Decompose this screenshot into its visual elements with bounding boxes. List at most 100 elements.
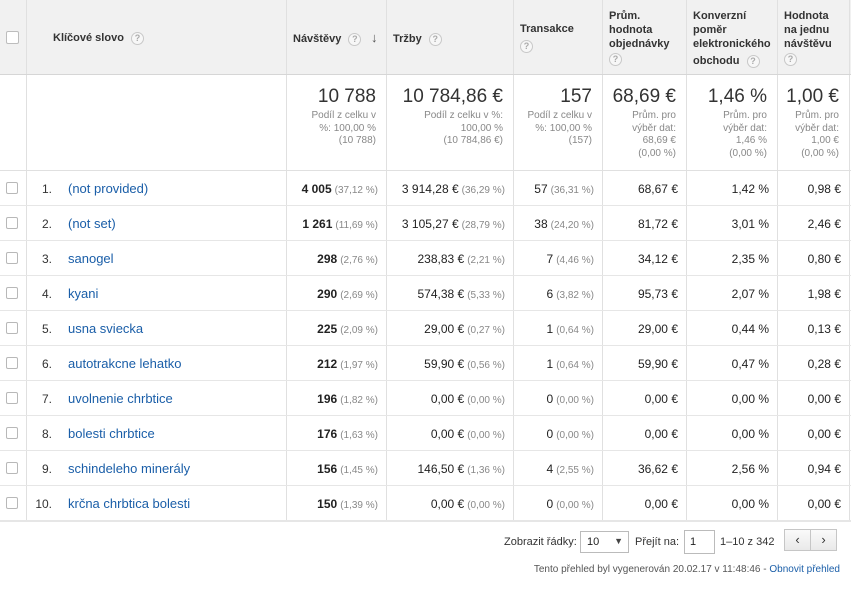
total-sub-line: Prům. pro (632, 110, 676, 121)
total-visits-sub: Podíl z celku v %: 100,00 % (10 788) (312, 110, 376, 148)
total-conversion-rate: 1,46 % Prům. pro výběr dat: 1,46 % (0,00… (687, 75, 777, 170)
table-row[interactable]: 1. (not provided) 4 005 (37,12 %) 3 914,2… (0, 171, 851, 206)
table-row[interactable]: 6. autotrakcne lehatko 212 (1,97 %) 59,90… (0, 346, 851, 381)
col-conversion-rate[interactable]: Konverzní poměr elektronického obchodu ? (693, 9, 771, 68)
row-checkbox[interactable] (6, 322, 18, 334)
table-row[interactable]: 8. bolesti chrbtice 176 (1,63 %) 0,00 € (0… (0, 416, 851, 451)
col-vpv-label-line: na jednu (784, 24, 830, 36)
keyword-link[interactable]: usna sviecka (68, 321, 144, 336)
row-checkbox[interactable] (6, 427, 18, 439)
refresh-report-link[interactable]: Obnovit přehled (769, 564, 840, 575)
transactions-value: 57 (534, 182, 548, 196)
col-cr-label-line: poměr (693, 24, 727, 36)
revenue-pct: (0,00 %) (467, 395, 505, 406)
totals-row: 10 788 Podíl z celku v %: 100,00 % (10 7… (0, 75, 851, 171)
keyword-link[interactable]: schindeleho minerály (68, 461, 191, 476)
cell-avg-order-value: 68,67 € (603, 171, 686, 205)
cell-avg-order-value: 34,12 € (603, 241, 686, 275)
aov-value: 0,00 € (644, 392, 678, 406)
row-checkbox[interactable] (6, 182, 18, 194)
help-icon[interactable]: ? (609, 53, 622, 66)
col-transactions[interactable]: Transakce ? (520, 22, 574, 53)
visits-value: 290 (317, 287, 338, 301)
keyword-link[interactable]: sanogel (68, 251, 114, 266)
table-row[interactable]: 5. usna sviecka 225 (2,09 %) 29,00 € (0,27… (0, 311, 851, 346)
rows-per-page-select[interactable]: 10 ▼ (580, 531, 629, 553)
keyword-link[interactable]: kyani (68, 286, 99, 301)
keyword-link[interactable]: bolesti chrbtice (68, 426, 155, 441)
col-visits[interactable]: Návštěvy ? (293, 32, 362, 46)
total-aov-value: 68,69 € (612, 86, 676, 107)
cell-avg-order-value: 81,72 € (603, 206, 686, 240)
help-icon[interactable]: ? (746, 54, 760, 68)
table-row[interactable]: 10. krčna chrbtica bolesti 150 (1,39 %) 0… (0, 486, 851, 521)
col-avg-order-value[interactable]: Prům. hodnota objednávky ? (609, 9, 670, 66)
transactions-value: 0 (546, 497, 554, 511)
sort-descending-icon[interactable]: ↓ (371, 30, 378, 45)
cell-revenue: 0,00 € (0,00 %) (387, 486, 513, 520)
row-checkbox[interactable] (6, 392, 18, 404)
table-row[interactable]: 2. (not set) 1 261 (11,69 %) 3 105,27 € (2… (0, 206, 851, 241)
cr-value: 0,47 % (731, 357, 769, 371)
table-header: Klíčové slovo ? Návštěvy ? ↓ Tržby ? Tra… (0, 0, 851, 75)
transactions-value: 38 (534, 217, 548, 231)
transactions-value: 1 (546, 322, 554, 336)
cell-value-per-visit: 0,98 € (778, 171, 849, 205)
cell-value-per-visit: 2,46 € (778, 206, 849, 240)
dropdown-arrow-icon: ▼ (614, 536, 623, 546)
visits-value: 156 (317, 462, 338, 476)
row-checkbox[interactable] (6, 287, 18, 299)
col-revenue[interactable]: Tržby ? (393, 32, 442, 46)
revenue-value: 0,00 € (430, 392, 465, 406)
help-icon[interactable]: ? (428, 32, 442, 46)
row-checkbox[interactable] (6, 217, 18, 229)
table-row[interactable]: 9. schindeleho minerály 156 (1,45 %) 146,… (0, 451, 851, 486)
total-sub-line: (10 788) (338, 135, 376, 146)
total-vpv-value: 1,00 € (786, 86, 839, 107)
col-value-per-visit[interactable]: Hodnota na jednu návštěvu ? (784, 9, 832, 66)
row-checkbox[interactable] (6, 462, 18, 474)
keyword-link[interactable]: autotrakcne lehatko (68, 356, 182, 371)
next-page-button[interactable]: › (810, 529, 837, 551)
revenue-pct: (0,00 %) (467, 500, 505, 511)
col-vpv-label-line: Hodnota (784, 10, 829, 22)
total-sub-line: 1,00 € (811, 135, 839, 146)
cell-transactions: 0 (0,00 %) (514, 486, 602, 520)
row-checkbox[interactable] (6, 252, 18, 264)
keyword-link[interactable]: (not set) (68, 216, 116, 231)
goto-page-input[interactable]: 1 (684, 530, 715, 554)
help-icon[interactable]: ? (784, 53, 797, 66)
revenue-pct: (0,56 %) (467, 360, 505, 371)
col-keyword[interactable]: Klíčové slovo ? (53, 31, 144, 45)
cell-visits: 150 (1,39 %) (287, 486, 386, 520)
visits-pct: (1,63 %) (340, 430, 378, 441)
aov-value: 0,00 € (644, 427, 678, 441)
help-icon[interactable]: ? (348, 32, 362, 46)
total-sub-line: výběr dat: (795, 122, 839, 134)
cell-value-per-visit: 0,94 € (778, 451, 849, 485)
cell-transactions: 38 (24,20 %) (514, 206, 602, 240)
table-row[interactable]: 7. uvolnenie chrbtice 196 (1,82 %) 0,00 €… (0, 381, 851, 416)
select-all-checkbox[interactable] (6, 31, 19, 44)
cr-value: 0,00 % (731, 427, 769, 441)
col-transactions-label: Transakce (520, 23, 574, 35)
keyword-link[interactable]: (not provided) (68, 181, 149, 196)
cell-value-per-visit: 1,98 € (778, 276, 849, 310)
transactions-pct: (3,82 %) (556, 290, 594, 301)
page-range: 1–10 z 342 (720, 536, 775, 548)
help-icon[interactable]: ? (130, 31, 144, 45)
aov-value: 68,67 € (637, 182, 678, 196)
row-checkbox[interactable] (6, 497, 18, 509)
keyword-link[interactable]: krčna chrbtica bolesti (68, 496, 191, 511)
visits-pct: (1,39 %) (340, 500, 378, 511)
table-row[interactable]: 3. sanogel 298 (2,76 %) 238,83 € (2,21 %) … (0, 241, 851, 276)
table-row[interactable]: 4. kyani 290 (2,69 %) 574,38 € (5,33 %) 6(… (0, 276, 851, 311)
vpv-value: 0,80 € (807, 252, 841, 266)
keyword-link[interactable]: uvolnenie chrbtice (68, 391, 173, 406)
aov-value: 34,12 € (637, 252, 678, 266)
total-visits: 10 788 Podíl z celku v %: 100,00 % (10 7… (287, 75, 386, 170)
visits-value: 4 005 (301, 182, 332, 196)
help-icon[interactable]: ? (520, 40, 533, 53)
row-checkbox[interactable] (6, 357, 18, 369)
prev-page-button[interactable]: ‹ (784, 529, 811, 551)
